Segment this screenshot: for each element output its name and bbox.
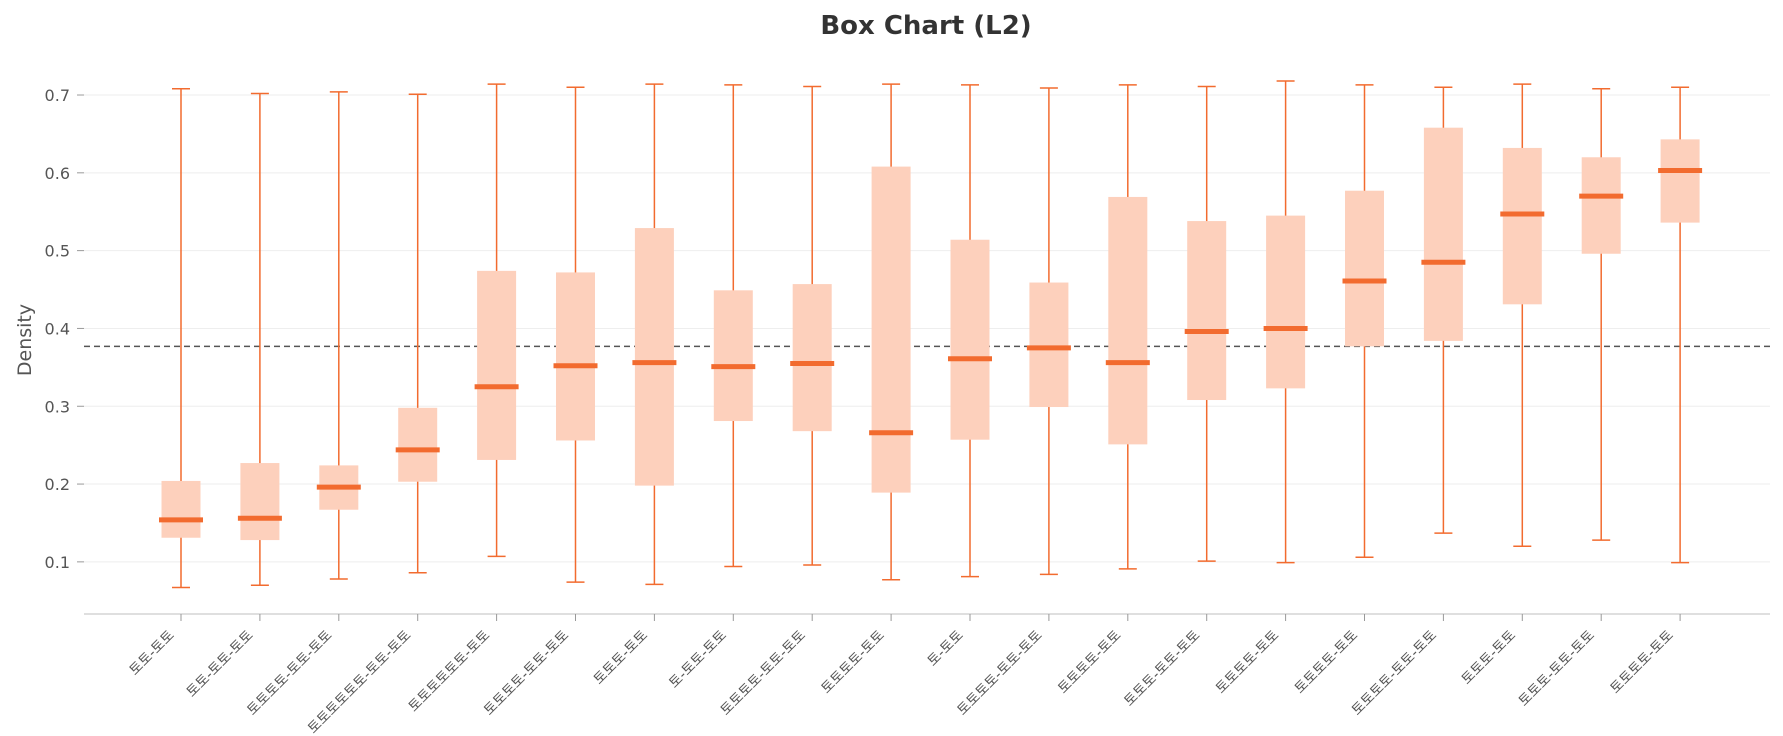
x-tick-label: 토토토토-토토 — [1607, 627, 1677, 697]
box-iqr — [634, 228, 674, 486]
y-tick-label: 0.5 — [45, 242, 70, 261]
box-plot — [1184, 85, 1229, 562]
box-iqr — [1108, 196, 1148, 445]
box-plot — [632, 83, 677, 586]
y-tick-label: 0.3 — [45, 397, 70, 416]
x-tick-label: 토토토토-토토 — [1055, 627, 1125, 697]
x-tick-label: 토토토토토토-토토 — [406, 627, 494, 715]
box-plot — [1342, 84, 1387, 558]
x-tick-label: 토토토토-토토 — [1213, 627, 1283, 697]
box-iqr — [1660, 139, 1700, 223]
box-iqr — [713, 290, 753, 422]
box-plot — [790, 85, 835, 566]
box-iqr — [477, 270, 517, 460]
x-tick-label: 토토토-토토-토토 — [1516, 627, 1598, 709]
box-iqr — [1266, 215, 1306, 389]
x-tick-label: 토토토-토토 — [591, 627, 652, 688]
x-tick-label: 토토-토토-토토 — [184, 627, 257, 700]
box-plot — [948, 84, 992, 578]
y-axis-label: Density — [14, 304, 36, 376]
box-plot — [316, 91, 361, 580]
box-plot — [1500, 83, 1545, 548]
box-plot — [159, 88, 203, 589]
box-iqr — [792, 284, 832, 432]
box-plot — [1658, 86, 1703, 564]
box-iqr — [1029, 282, 1069, 408]
x-tick-label: 토토토-토토-토토 — [1121, 627, 1203, 709]
box-plot — [395, 93, 440, 574]
x-tick-label: 토토토토-토토 — [818, 627, 888, 697]
box-iqr — [1187, 221, 1227, 401]
box-plot — [1026, 87, 1071, 576]
box-plot — [1105, 84, 1150, 570]
x-tick-label: 토토토토-토토 — [1292, 627, 1362, 697]
box-plot — [1421, 86, 1466, 534]
grid-layer — [84, 94, 1770, 563]
x-tick-label: 토토토-토토 — [1459, 627, 1520, 688]
x-tick-label: 토-토토 — [925, 627, 967, 669]
box-iqr — [871, 166, 911, 493]
x-tick-label: 토-토토-토토 — [666, 627, 730, 691]
box-plot — [1579, 88, 1624, 541]
y-tick-label: 0.7 — [45, 86, 70, 105]
x-tick-label: 토토토토-토토-토토 — [244, 627, 335, 718]
box-plot — [553, 86, 598, 583]
box-iqr — [1345, 190, 1384, 347]
box-layer — [159, 80, 1703, 589]
box-iqr — [398, 407, 438, 482]
box-plot — [869, 83, 914, 581]
x-tick-label: 토토토토-토토-토토 — [1349, 627, 1440, 718]
x-tick-label: 토토토토-토토-토토 — [954, 627, 1045, 718]
y-tick-label: 0.6 — [45, 164, 70, 183]
box-iqr — [950, 239, 990, 440]
box-plot — [1263, 80, 1308, 564]
box-plot — [474, 83, 519, 558]
y-tick-label: 0.1 — [45, 553, 70, 572]
box-iqr — [1423, 127, 1463, 341]
box-iqr — [161, 480, 201, 538]
box-plot — [237, 92, 282, 586]
box-iqr — [1581, 157, 1621, 254]
box-iqr — [556, 272, 595, 441]
x-tick-label: 토토-토토 — [127, 627, 178, 678]
y-tick-label: 0.2 — [45, 475, 70, 494]
x-tick-label: 토토토토-토토-토토 — [718, 627, 809, 718]
y-tick-label: 0.4 — [45, 319, 70, 338]
box-iqr — [240, 463, 280, 541]
x-tick-label: 토토토토-토토-토토 — [481, 627, 572, 718]
chart-title: Box Chart (L2) — [820, 11, 1031, 41]
box-plot — [711, 84, 756, 568]
box-iqr — [1502, 147, 1542, 305]
